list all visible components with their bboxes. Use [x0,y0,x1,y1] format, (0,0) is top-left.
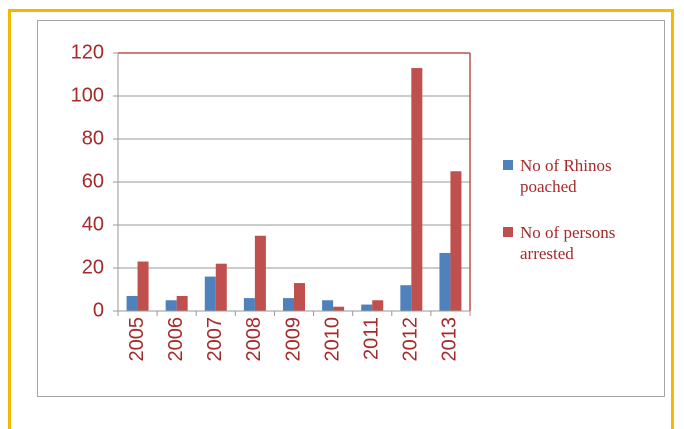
bar [450,171,462,311]
bar [411,68,423,311]
page: {"chart_data": {"type": "bar", "categori… [8,9,674,429]
legend-swatch [503,227,513,237]
y-tick-label: 120 [71,41,104,63]
x-tick-label: 2007 [204,317,226,362]
bar [165,300,177,311]
bar [333,306,345,311]
bar [372,300,384,311]
bar [400,285,412,311]
x-tick-label: 2005 [126,317,148,362]
bar [254,235,266,311]
chart-box [37,20,665,397]
x-tick-label: 2013 [439,317,461,362]
x-tick-label: 2012 [400,317,422,362]
x-tick-label: 2009 [282,317,304,362]
y-tick-label: 60 [82,170,104,192]
legend-label: No of Rhinos poached [520,156,612,196]
y-tick-label: 20 [82,256,104,278]
bar [283,298,294,311]
bar [215,263,227,311]
y-tick-label: 80 [82,127,104,149]
x-tick-label: 2011 [361,317,383,360]
bar [204,276,216,311]
bar [243,298,255,311]
x-tick-label: 2010 [321,317,343,362]
bar [294,283,305,311]
x-tick-label: 2008 [243,317,265,362]
bar [361,304,373,311]
legend-item: No of persons arrested [503,222,658,264]
bar [176,295,188,311]
outer-frame [8,9,674,429]
x-tick-label: 2006 [165,317,187,362]
legend-label: No of persons arrested [520,223,616,263]
bar [137,261,149,311]
bar [322,300,334,311]
legend-swatch [503,160,513,170]
y-tick-label: 40 [82,213,104,235]
legend-item: No of Rhinos poached [503,155,658,197]
bar [439,252,451,311]
chart: 0 20 40 60 80 100 120 2005 2006 2007 2008 2009 2010 2… [71,41,471,362]
y-tick-label: 0 [93,299,104,321]
bar [126,295,138,311]
y-tick-label: 100 [71,84,104,106]
